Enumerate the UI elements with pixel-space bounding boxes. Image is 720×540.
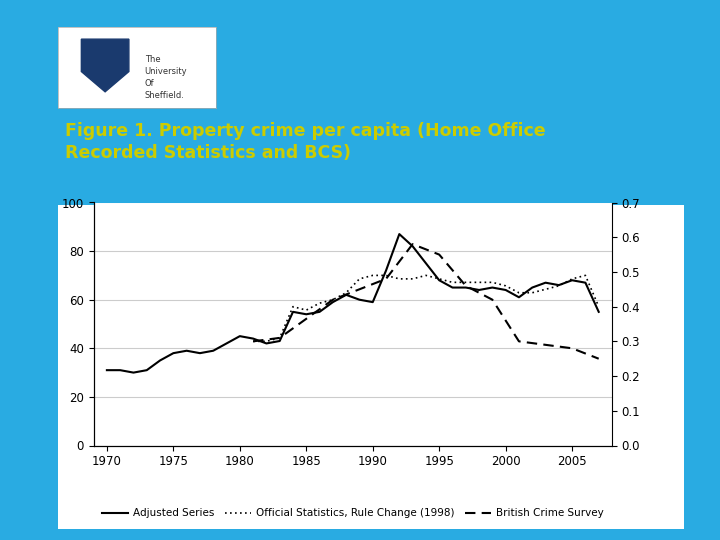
Polygon shape (81, 39, 129, 92)
Text: Figure 1. Property crime per capita (Home Office
Recorded Statistics and BCS): Figure 1. Property crime per capita (Hom… (65, 122, 546, 161)
Text: The
University
Of
Sheffield.: The University Of Sheffield. (145, 56, 187, 100)
Legend: Adjusted Series, Official Statistics, Rule Change (1998), British Crime Survey: Adjusted Series, Official Statistics, Ru… (97, 504, 608, 523)
